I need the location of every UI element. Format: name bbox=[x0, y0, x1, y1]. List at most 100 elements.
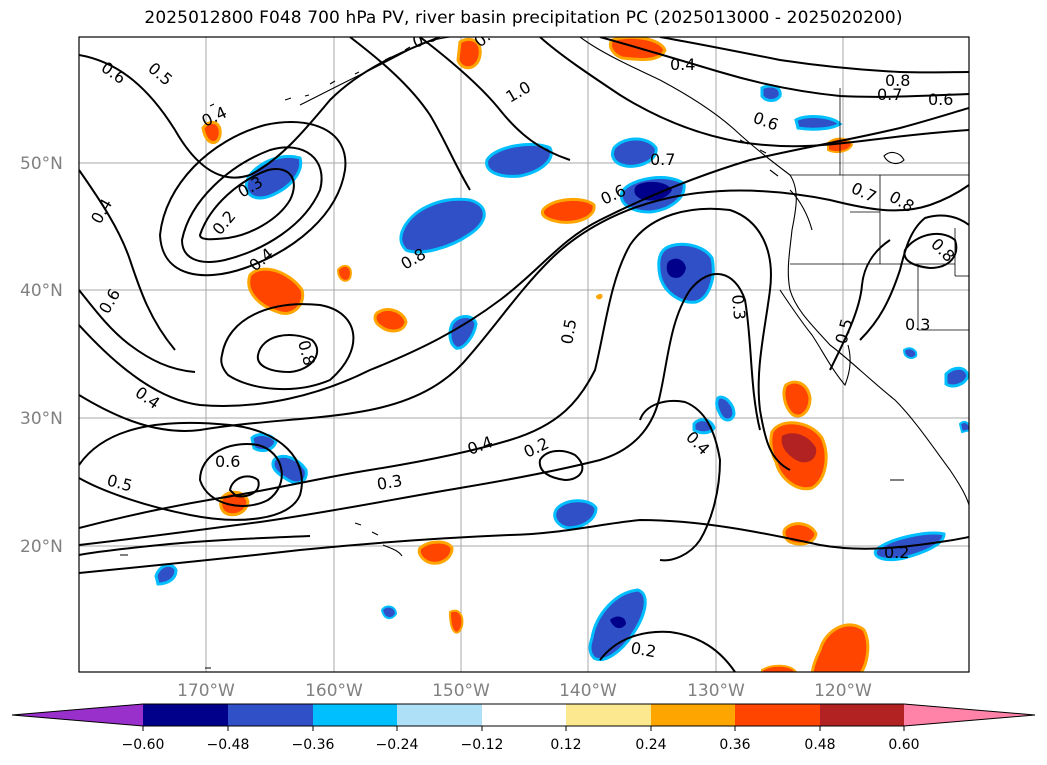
precip-negative-blob bbox=[250, 433, 278, 452]
precip-negative-blob bbox=[958, 421, 969, 434]
colorbar-tick-label: −0.24 bbox=[376, 737, 419, 753]
lon-label: 130°W bbox=[687, 681, 745, 701]
pv-contour bbox=[228, 475, 260, 498]
precip-positive-blob bbox=[448, 609, 464, 634]
pv-contour bbox=[79, 273, 761, 546]
pv-contour bbox=[349, 37, 471, 191]
precip-negative-blob bbox=[611, 137, 658, 168]
precip-negative-blob bbox=[794, 115, 843, 131]
pv-contour bbox=[180, 146, 323, 263]
colorbar-tick-label: −0.12 bbox=[461, 737, 504, 753]
pv-contour bbox=[538, 449, 584, 482]
precip-negative-blob bbox=[657, 242, 715, 304]
pv-contour bbox=[79, 107, 969, 407]
precip-strong-negative-blob bbox=[634, 181, 672, 201]
precip-negative-blob bbox=[944, 366, 969, 388]
contour-label: 0.2 bbox=[884, 543, 909, 562]
precip-positive-blob bbox=[373, 308, 408, 333]
colorbar-ticks bbox=[142, 726, 905, 731]
lat-label: 20°N bbox=[20, 537, 63, 557]
pv-contour bbox=[198, 443, 283, 507]
precip-negative-blob bbox=[715, 395, 736, 422]
precip-negative-blob bbox=[399, 197, 486, 254]
contour-label: 0.4 bbox=[670, 55, 695, 74]
coastlines bbox=[120, 37, 969, 669]
precip-positive-blob bbox=[336, 264, 352, 282]
pv-contour bbox=[198, 168, 295, 241]
pv-contour bbox=[659, 37, 969, 74]
pv-contour bbox=[903, 232, 958, 270]
pv-contour bbox=[829, 239, 891, 371]
pv-contour bbox=[79, 207, 791, 529]
contour-label: 0.5 bbox=[557, 317, 580, 345]
colorbar-tick-label: 0.24 bbox=[635, 737, 666, 753]
pv-contour bbox=[79, 518, 969, 574]
pv-contour bbox=[79, 169, 176, 351]
precip-positive-blob bbox=[247, 267, 305, 315]
political-borders bbox=[790, 88, 969, 331]
pv-contour bbox=[79, 535, 311, 556]
precip-negative-blob bbox=[553, 499, 598, 530]
pv-contour bbox=[79, 37, 441, 179]
colorbar-extend-left bbox=[12, 704, 143, 726]
precip-positive-blob bbox=[456, 37, 482, 70]
pv-contour bbox=[256, 334, 319, 374]
pv-contour bbox=[79, 421, 303, 521]
colorbar-segment bbox=[651, 704, 735, 726]
precip-strong-negative-blob bbox=[666, 258, 686, 278]
colorbar-tick-label: 0.36 bbox=[719, 737, 750, 753]
precip-strong-negative-blob bbox=[610, 616, 626, 629]
colorbar-segment bbox=[228, 704, 313, 726]
precip-positive-blob bbox=[761, 664, 798, 672]
contour-label: 0.7 bbox=[650, 150, 675, 169]
longitude-labels: 170°W 160°W 150°W 140°W 130°W 120°W bbox=[177, 681, 872, 701]
contour-label: 0.3 bbox=[375, 471, 403, 494]
precip-negative-blob bbox=[380, 605, 398, 620]
colorbar-segment bbox=[397, 704, 482, 726]
colorbar-tick-label: 0.12 bbox=[550, 737, 581, 753]
colorbar: −0.60 −0.48 −0.36 −0.24 −0.12 0.12 0.24 … bbox=[11, 703, 1036, 753]
contour-label: 0.3 bbox=[905, 315, 930, 334]
lat-label: 50°N bbox=[20, 154, 63, 174]
pv-contour bbox=[599, 630, 736, 672]
pv-contour bbox=[539, 37, 969, 148]
pv-contour bbox=[79, 184, 969, 432]
hawaiian-islands bbox=[354, 522, 403, 557]
colorbar-tick-labels: −0.60 −0.48 −0.36 −0.24 −0.12 0.12 0.24 … bbox=[122, 737, 920, 753]
contour-label: 0.6 bbox=[215, 452, 240, 471]
aleutian-islands bbox=[284, 46, 411, 101]
lake-outline bbox=[883, 151, 905, 165]
pv-contours bbox=[79, 37, 969, 672]
precip-negative-blob bbox=[485, 142, 553, 178]
contour-label: 0.7 bbox=[877, 85, 902, 104]
map-title: 2025012800 F048 700 hPa PV, river basin … bbox=[144, 8, 903, 28]
lon-label: 150°W bbox=[432, 681, 490, 701]
lat-label: 30°N bbox=[20, 409, 63, 429]
colorbar-tick-label: 0.48 bbox=[804, 737, 835, 753]
contour-label: 0.6 bbox=[928, 90, 953, 109]
lon-label: 140°W bbox=[559, 681, 617, 701]
contour-label: 0.8 bbox=[885, 71, 910, 90]
pv-contour bbox=[599, 37, 969, 98]
small-islands bbox=[120, 479, 904, 669]
colorbar-extend-right bbox=[904, 704, 1035, 726]
pv-contour bbox=[220, 303, 355, 390]
contour-label: 0.3 bbox=[728, 294, 749, 321]
lon-label: 170°W bbox=[177, 681, 235, 701]
pv-contour bbox=[79, 289, 196, 373]
precip-positive-blob bbox=[810, 623, 870, 672]
latitude-labels: 50°N 40°N 30°N 20°N bbox=[20, 154, 63, 557]
lat-label: 40°N bbox=[20, 281, 63, 301]
precip-strong-positive-blob bbox=[781, 433, 817, 463]
contour-label: 0.2 bbox=[629, 638, 657, 661]
colorbar-tick-label: 0.60 bbox=[888, 737, 919, 753]
precip-positive-blob bbox=[219, 490, 250, 517]
baja-california-coast bbox=[779, 189, 851, 387]
colorbar-segment bbox=[313, 704, 397, 726]
map-frame bbox=[78, 36, 970, 673]
precip-positive-blob bbox=[540, 197, 596, 224]
pv-contour bbox=[158, 121, 347, 277]
lon-label: 160°W bbox=[305, 681, 363, 701]
precip-negative-blob bbox=[902, 347, 918, 359]
